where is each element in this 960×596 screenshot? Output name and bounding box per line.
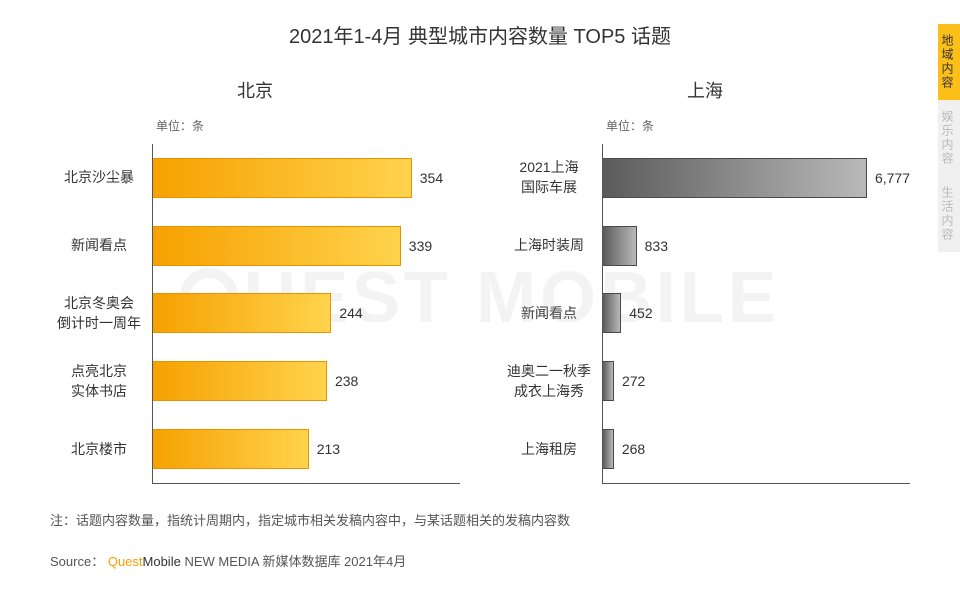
side-tab-2[interactable]: 生活内容 xyxy=(938,176,960,252)
source-prefix: Source： xyxy=(50,554,104,569)
brand-quest: Quest xyxy=(108,554,143,569)
bar-row: 339 xyxy=(153,212,460,280)
bar-value: 833 xyxy=(645,238,668,254)
bar-label: 点亮北京 实体书店 xyxy=(54,348,152,416)
chart-subtitle: 上海 xyxy=(500,77,910,103)
chart-0: 北京单位：条北京沙尘暴新闻看点北京冬奥会 倒计时一周年点亮北京 实体书店北京楼市… xyxy=(50,77,460,484)
bar-row: 272 xyxy=(603,347,910,415)
unit-label: 单位：条 xyxy=(598,117,654,134)
bar xyxy=(153,293,331,333)
bar-label: 北京沙尘暴 xyxy=(54,144,152,212)
charts-container: 北京单位：条北京沙尘暴新闻看点北京冬奥会 倒计时一周年点亮北京 实体书店北京楼市… xyxy=(50,77,910,484)
bar-value: 272 xyxy=(622,373,645,389)
bar-label: 2021上海 国际车展 xyxy=(504,144,602,212)
bar xyxy=(153,361,327,401)
brand-mobile: Mobile xyxy=(143,554,181,569)
chart-1: 上海单位：条 2021上海 国际车展上海时装周新闻看点迪奥二一秋季 成衣上海秀上海… xyxy=(500,77,910,484)
chart-header-strip: 单位：条 xyxy=(500,117,910,144)
bar-row: 833 xyxy=(603,212,910,280)
chart-body: 北京沙尘暴新闻看点北京冬奥会 倒计时一周年点亮北京 实体书店北京楼市 354 339… xyxy=(54,144,460,484)
bar-value: 452 xyxy=(629,305,652,321)
bar-label: 新闻看点 xyxy=(504,280,602,348)
source-line: Source： QuestMobile NEW MEDIA 新媒体数据库 202… xyxy=(50,551,910,570)
bar-value: 268 xyxy=(622,441,645,457)
bar-label: 北京楼市 xyxy=(54,416,152,484)
bar-row: 6,777 xyxy=(603,144,910,212)
bar-row: 238 xyxy=(153,347,460,415)
spacer xyxy=(50,117,148,144)
bar-label: 北京冬奥会 倒计时一周年 xyxy=(54,280,152,348)
page-title: 2021年1-4月 典型城市内容数量 TOP5 话题 xyxy=(50,20,910,49)
bar xyxy=(603,293,621,333)
bars-column: 6,777 833 452 272 268 xyxy=(602,144,910,484)
bar-value: 238 xyxy=(335,373,358,389)
bar-label: 新闻看点 xyxy=(54,212,152,280)
bar-value: 244 xyxy=(339,305,362,321)
bar xyxy=(153,158,412,198)
bar-value: 354 xyxy=(420,170,443,186)
bar xyxy=(603,158,867,198)
bar-row: 244 xyxy=(153,280,460,348)
bar xyxy=(603,429,614,469)
side-tab-1[interactable]: 娱乐内容 xyxy=(938,100,960,176)
unit-label: 单位：条 xyxy=(148,117,204,134)
chart-body: 2021上海 国际车展上海时装周新闻看点迪奥二一秋季 成衣上海秀上海租房6,77… xyxy=(504,144,910,484)
chart-subtitle: 北京 xyxy=(50,77,460,103)
bars-column: 354 339 244 238 213 xyxy=(152,144,460,484)
bar-row: 452 xyxy=(603,280,910,348)
bar-label: 迪奥二一秋季 成衣上海秀 xyxy=(504,348,602,416)
footnote: 注：话题内容数量，指统计周期内，指定城市相关发稿内容中，与某话题相关的发稿内容数 xyxy=(50,510,910,529)
labels-column: 北京沙尘暴新闻看点北京冬奥会 倒计时一周年点亮北京 实体书店北京楼市 xyxy=(54,144,152,484)
bar xyxy=(603,226,637,266)
bar xyxy=(153,226,401,266)
side-tab-0[interactable]: 地域内容 xyxy=(938,24,960,100)
bar-row: 213 xyxy=(153,415,460,483)
bar-row: 354 xyxy=(153,144,460,212)
spacer xyxy=(500,117,598,144)
side-tabs: 地域内容娱乐内容生活内容 xyxy=(938,24,960,252)
page: UEST MOBILE 2021年1-4月 典型城市内容数量 TOP5 话题 北… xyxy=(0,0,960,596)
chart-header-strip: 单位：条 xyxy=(50,117,460,144)
bar-value: 213 xyxy=(317,441,340,457)
bar-label: 上海租房 xyxy=(504,416,602,484)
source-suffix: NEW MEDIA 新媒体数据库 2021年4月 xyxy=(184,554,406,569)
labels-column: 2021上海 国际车展上海时装周新闻看点迪奥二一秋季 成衣上海秀上海租房 xyxy=(504,144,602,484)
bar-value: 6,777 xyxy=(875,170,910,186)
bar xyxy=(153,429,309,469)
bar-label: 上海时装周 xyxy=(504,212,602,280)
bar xyxy=(603,361,614,401)
bar-row: 268 xyxy=(603,415,910,483)
bar-value: 339 xyxy=(409,238,432,254)
